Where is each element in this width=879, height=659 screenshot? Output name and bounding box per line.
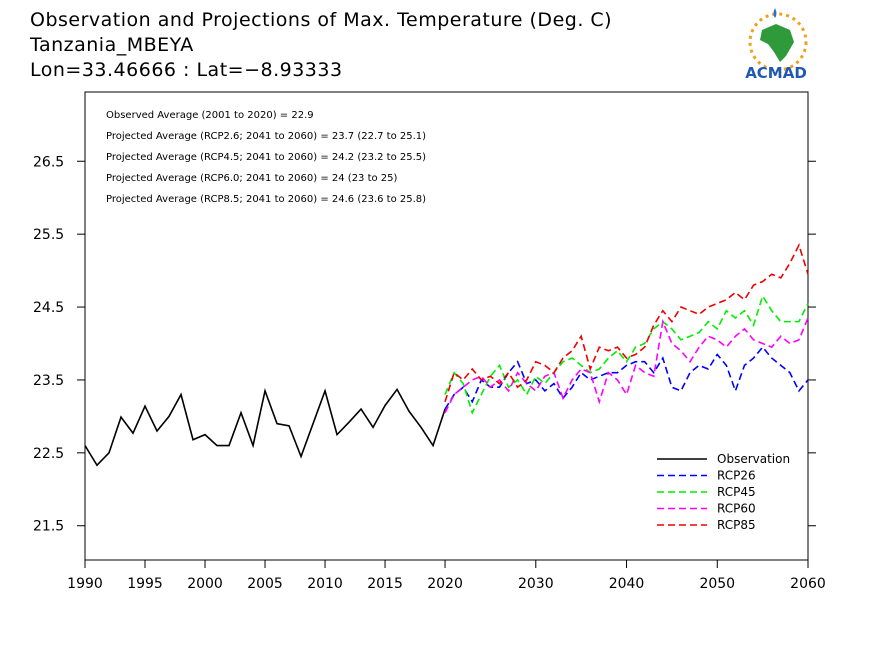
x-tick-label: 2060 bbox=[790, 576, 826, 592]
x-tick-label: 2010 bbox=[307, 576, 343, 592]
series-line bbox=[444, 294, 809, 415]
legend-label: RCP45 bbox=[717, 485, 756, 499]
y-tick-label: 24.5 bbox=[33, 300, 64, 316]
series-line bbox=[444, 242, 809, 403]
chart-title: Observation and Projections of Max. Temp… bbox=[30, 9, 612, 31]
series-line bbox=[444, 317, 809, 414]
legend-label: Observation bbox=[717, 452, 790, 466]
series-line bbox=[444, 345, 809, 410]
annotation: Projected Average (RCP2.6; 2041 to 2060)… bbox=[106, 131, 426, 142]
x-tick-label: 1990 bbox=[67, 576, 103, 592]
legend-label: RCP85 bbox=[717, 518, 756, 532]
legend-label: RCP26 bbox=[717, 469, 756, 483]
x-tick-label: 2005 bbox=[247, 576, 283, 592]
series-line bbox=[84, 387, 446, 467]
x-tick-label: 2015 bbox=[367, 576, 403, 592]
logo-drop bbox=[773, 8, 777, 18]
plot-frame bbox=[84, 91, 809, 561]
y-tick-label: 26.5 bbox=[33, 154, 64, 170]
annotation: Projected Average (RCP8.5; 2041 to 2060)… bbox=[106, 194, 426, 205]
y-tick-label: 25.5 bbox=[33, 227, 64, 243]
chart-subtitle: Tanzania_MBEYA bbox=[29, 34, 194, 56]
y-tick-label: 21.5 bbox=[33, 519, 64, 535]
x-tick-label: 2040 bbox=[609, 576, 645, 592]
logo-ring bbox=[748, 12, 808, 72]
location: Lon=33.46666 : Lat=−8.93333 bbox=[30, 59, 343, 81]
y-tick-label: 22.5 bbox=[33, 446, 64, 462]
x-tick-label: 2000 bbox=[187, 576, 223, 592]
legend-label: RCP60 bbox=[717, 502, 756, 516]
logo-text: ACMAD bbox=[745, 64, 807, 82]
logo-africa bbox=[760, 24, 794, 62]
x-tick-label: 1995 bbox=[127, 576, 163, 592]
annotation: Projected Average (RCP6.0; 2041 to 2060)… bbox=[106, 173, 398, 184]
annotation: Observed Average (2001 to 2020) = 22.9 bbox=[106, 110, 314, 121]
annotation: Projected Average (RCP4.5; 2041 to 2060)… bbox=[106, 152, 426, 163]
y-tick-label: 23.5 bbox=[33, 373, 64, 389]
x-tick-label: 2050 bbox=[699, 576, 735, 592]
logo: ACMAD bbox=[745, 8, 808, 82]
x-tick-label: 2020 bbox=[427, 576, 463, 592]
x-tick-label: 2030 bbox=[518, 576, 554, 592]
